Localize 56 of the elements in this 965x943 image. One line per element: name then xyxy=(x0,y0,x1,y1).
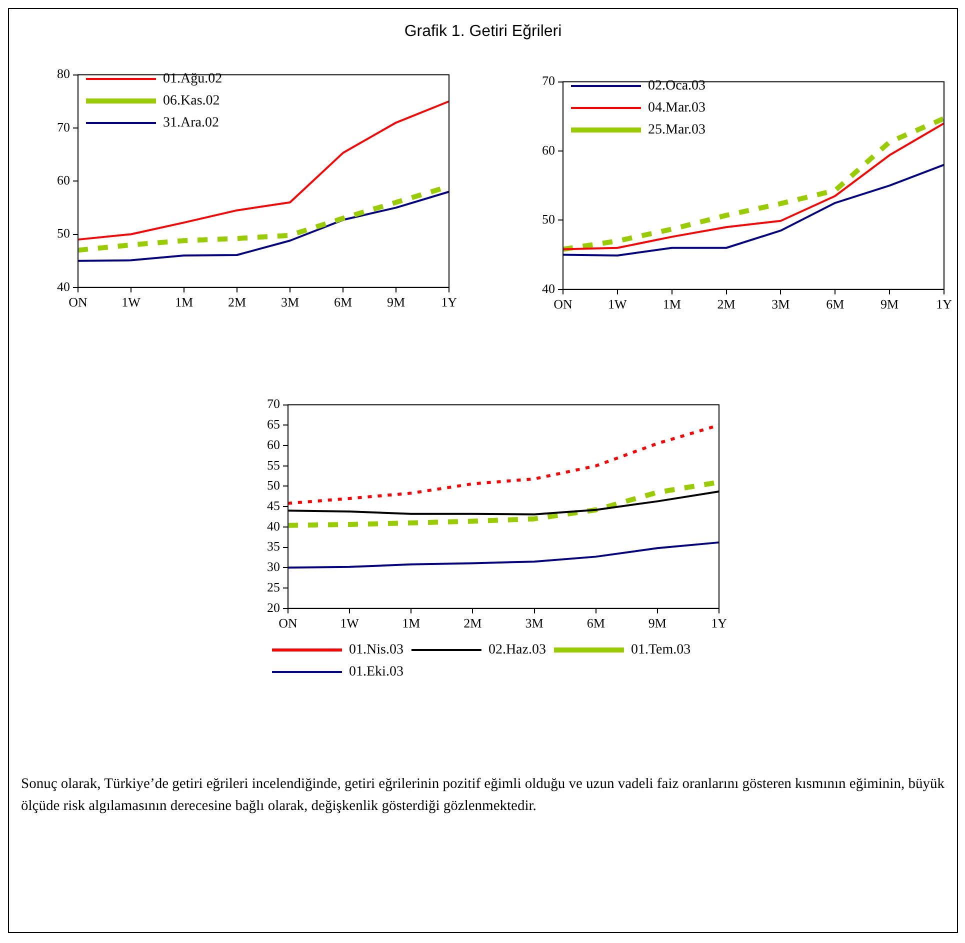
y-tick-label: 45 xyxy=(267,498,280,514)
x-tick-label: 1W xyxy=(122,294,142,310)
legend-label: 01.Tem.03 xyxy=(630,642,691,658)
y-tick-label: 60 xyxy=(267,436,280,452)
x-tick-label: ON xyxy=(68,294,88,310)
x-tick-label: ON xyxy=(554,296,573,312)
legend-label: 02.Oca.03 xyxy=(648,78,706,94)
legend-label: 01.Nis.03 xyxy=(349,642,404,658)
y-tick-label: 40 xyxy=(267,518,280,534)
y-tick-label: 20 xyxy=(267,600,280,615)
x-tick-label: 1W xyxy=(340,616,360,631)
x-tick-label: ON xyxy=(278,616,298,631)
y-tick-label: 70 xyxy=(57,119,70,134)
legend-label: 31.Ara.02 xyxy=(163,116,219,131)
x-tick-label: 9M xyxy=(386,294,406,310)
y-tick-label: 55 xyxy=(267,457,280,472)
y-tick-label: 60 xyxy=(57,172,70,188)
y-tick-label: 30 xyxy=(267,559,280,574)
y-tick-label: 50 xyxy=(267,478,280,493)
legend-label: 06.Kas.02 xyxy=(163,94,220,109)
x-tick-label: 1W xyxy=(608,296,628,312)
legend-label: 04.Mar.03 xyxy=(648,100,706,116)
y-tick-label: 70 xyxy=(542,73,555,88)
y-tick-label: 70 xyxy=(267,396,280,412)
y-tick-label: 25 xyxy=(267,579,280,594)
x-tick-label: 6M xyxy=(586,616,606,631)
y-tick-label: 60 xyxy=(542,142,555,158)
y-tick-label: 80 xyxy=(57,66,70,82)
x-tick-label: 1M xyxy=(402,616,421,631)
x-tick-label: 1Y xyxy=(441,294,458,310)
x-tick-label: 9M xyxy=(648,616,667,631)
x-tick-label: 6M xyxy=(826,296,845,312)
x-tick-label: 1Y xyxy=(936,296,953,312)
y-tick-label: 35 xyxy=(267,538,280,554)
y-tick-label: 50 xyxy=(542,212,555,227)
x-tick-label: 1Y xyxy=(711,616,728,631)
x-tick-label: 3M xyxy=(772,296,790,312)
y-tick-label: 40 xyxy=(57,278,70,294)
x-tick-label: 2M xyxy=(228,294,246,310)
legend-label: 02.Haz.03 xyxy=(488,642,546,658)
x-tick-label: 2M xyxy=(717,296,736,312)
x-tick-label: 2M xyxy=(464,616,482,631)
y-tick-label: 40 xyxy=(542,280,555,296)
x-tick-label: 6M xyxy=(334,294,352,310)
x-tick-label: 1M xyxy=(174,294,194,310)
text: Grafik 1. Getiri Eğrileri xyxy=(403,23,563,41)
x-tick-label: 1M xyxy=(662,296,682,312)
legend-label: 25.Mar.03 xyxy=(648,122,706,138)
legend-label: 01.Ağu.02 xyxy=(163,72,222,87)
y-tick-label: 65 xyxy=(267,416,280,432)
y-tick-label: 50 xyxy=(57,226,70,241)
text: Sonuç olarak, Türkiye’de getiri eğrileri incelendiğinde, getiri eğrilerinin pozitif eğimli olduğu ve uzun vadeli faiz oranlarını gösteren kısmının eğiminin, büyük ölçüde risk algılamasının derecesine bağlı olarak, değişkenlik gösterdiği gözlenmektedir. xyxy=(21,775,946,816)
x-tick-label: 3M xyxy=(280,294,300,310)
x-tick-label: 9M xyxy=(880,296,900,312)
legend-label: 01.Eki.03 xyxy=(349,664,404,680)
x-tick-label: 3M xyxy=(525,616,544,631)
